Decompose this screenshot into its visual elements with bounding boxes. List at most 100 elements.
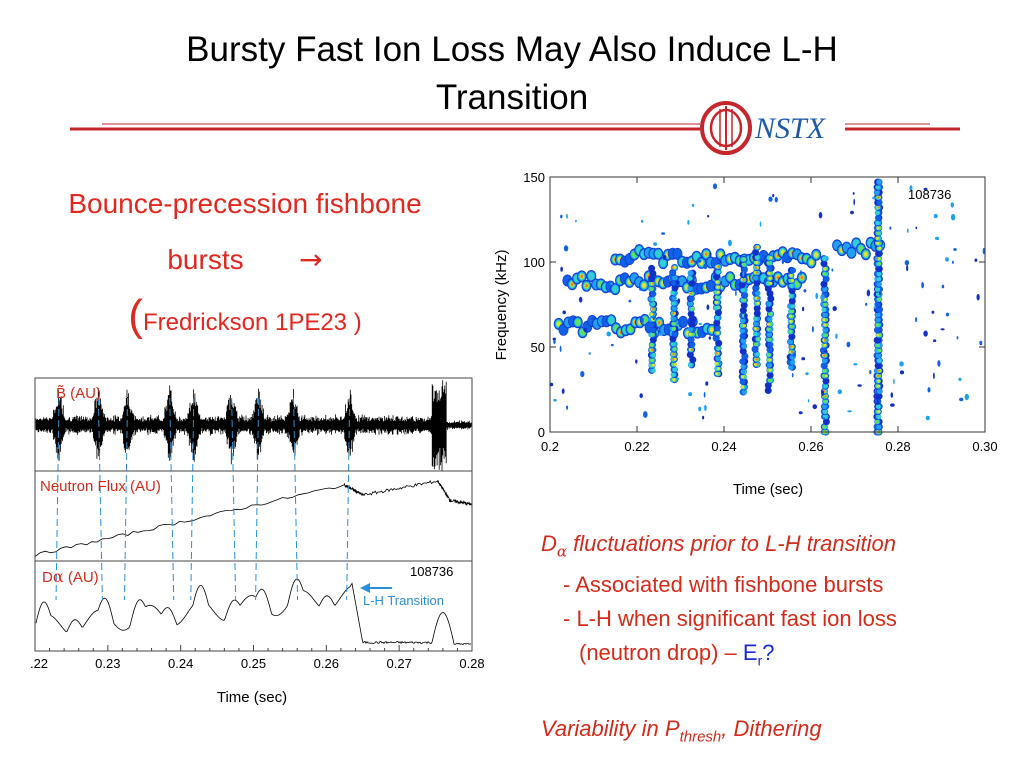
spectrogram-burst-blob (715, 280, 719, 284)
spectrogram-speckle (675, 280, 680, 285)
spectrogram-speckle (823, 417, 825, 420)
spectrogram-burst-blob (740, 338, 747, 344)
spectrogram-speckle (687, 220, 690, 225)
spectrogram-burst-blob (649, 286, 654, 291)
spectrogram-speckle (906, 228, 909, 233)
spectrogram-burst-blob (877, 206, 880, 209)
spectrogram-burst-blob (739, 358, 746, 365)
spectrogram-figure: 150 100 50 0 0.2 0.22 0.24 0.26 0.28 0.30 108736… (493, 170, 998, 498)
burst-marker-line (123, 397, 128, 601)
spectrogram-xtick-label: 0.22 (624, 439, 649, 454)
spectrogram-speckle (707, 214, 710, 218)
spectrogram-burst-blob (714, 295, 719, 300)
spectrogram-speckle (688, 392, 693, 397)
spectrogram-burst-blob (876, 241, 880, 245)
spectrogram-burst-blob (741, 389, 748, 395)
spectrogram-burst-blob (715, 372, 719, 376)
spectrogram-speckle (935, 236, 940, 240)
burst-marker-line (255, 397, 260, 601)
spectrogram-speckle (639, 287, 643, 291)
spectrogram-burst-blob (822, 272, 827, 276)
spectrogram-burst-blob (649, 336, 657, 344)
spectrogram-speckle (635, 359, 638, 364)
spectrogram-speckle (872, 196, 876, 200)
spectrogram-speckle (950, 214, 956, 221)
spectrogram-burst-blob (649, 343, 654, 347)
spectrogram-burst-blob (822, 256, 827, 261)
timetrace-xtick-label: 0.23 (95, 656, 120, 671)
spectrogram-burst-blob (876, 226, 880, 230)
spectrogram-speckle (791, 373, 794, 378)
spectrogram-burst-blob (876, 179, 882, 185)
spectrogram-blob (627, 326, 634, 333)
spectrogram-blob (706, 280, 716, 292)
spectrogram-burst-blob (753, 284, 760, 292)
spectrogram-burst-blob (689, 341, 696, 348)
spectrogram-burst-blob (823, 383, 828, 389)
spectrogram-burst-blob (877, 374, 880, 377)
burst-marker-line (169, 397, 175, 601)
spectrogram-burst-blob (753, 310, 761, 317)
spectrogram-speckle (979, 340, 983, 345)
spectrogram-burst-blob (741, 343, 747, 349)
spectrogram-burst-blob (755, 352, 761, 357)
spectrogram-xlabel: Time (sec) (733, 481, 803, 498)
spectrogram-speckle (579, 296, 583, 303)
spectrogram-speckle (691, 203, 695, 207)
spectrogram-burst-blob (650, 312, 654, 316)
spectrogram-burst-blob (716, 305, 721, 310)
spectrogram-burst-blob (688, 362, 693, 368)
timetrace-shot-number: 108736 (410, 564, 453, 579)
spectrogram-burst-blob (876, 306, 883, 313)
spectrogram-burst-blob (688, 336, 695, 343)
spectrogram-burst-blob (766, 322, 770, 326)
spectrogram-burst-blob (742, 257, 747, 262)
spectrogram-burst-blob (767, 341, 774, 348)
spectrogram-burst-blob (651, 352, 656, 358)
spectrogram-burst-blob (877, 261, 882, 266)
spectrogram-burst-blob (740, 301, 748, 309)
spectrogram-speckle (735, 290, 737, 297)
spectrogram-burst-blob (822, 368, 827, 373)
spectrogram-burst-blob (874, 326, 881, 334)
spectrogram-speckle (805, 372, 809, 376)
spectrogram-speckle (811, 326, 814, 333)
spectrogram-speckle (706, 304, 710, 310)
spectrogram-burst-blob (669, 269, 676, 276)
spectrogram-speckle (923, 330, 928, 337)
spectrogram-burst-blob (822, 318, 826, 322)
spectrogram-speckle (931, 310, 935, 314)
spectrogram-burst-blob (875, 352, 882, 359)
spectrogram-speckle (658, 332, 663, 336)
spectrogram-burst-blob (788, 364, 794, 370)
spectrogram-speckle (976, 293, 980, 301)
spectrogram-burst-blob (670, 315, 676, 322)
spectrogram-burst-blob (671, 305, 678, 311)
spectrogram-burst-blob (823, 354, 826, 357)
spectrogram-burst-blob (787, 339, 793, 345)
spectrogram-speckle (641, 317, 644, 323)
spectrogram-burst-blob (875, 220, 880, 226)
spectrogram-burst-blob (741, 375, 744, 379)
spectrogram-burst-blob (823, 323, 827, 327)
spectrogram-speckle (705, 381, 709, 386)
spectrogram-burst-blob (875, 286, 880, 292)
spectrogram-burst-blob (755, 271, 758, 274)
spectrogram-burst-blob (767, 316, 773, 322)
spectrogram-speckle (610, 282, 613, 285)
heading-line1: Bounce-precession fishbone (68, 188, 422, 219)
spectrogram-burst-blob (788, 297, 796, 305)
spectrogram-speckle (697, 259, 702, 263)
spectrogram-speckle (831, 268, 834, 272)
burst-marker-line (55, 397, 60, 601)
spectrogram-burst-blob (823, 343, 827, 347)
spectrogram-speckle (899, 361, 904, 367)
spectrogram-burst-blob (741, 266, 748, 273)
heading-line3: (Fredrickson 1PE23 ) (10, 288, 480, 351)
spectrogram-speckle (879, 291, 881, 296)
slide-title: Bursty Fast Ion Loss May Also Induce L-H… (0, 26, 1024, 122)
spectrogram-speckle (563, 245, 569, 252)
spectrogram-burst-blob (739, 332, 746, 339)
spectrogram-speckle (575, 219, 577, 223)
timetrace-xtick-label: 0.26 (314, 656, 339, 671)
